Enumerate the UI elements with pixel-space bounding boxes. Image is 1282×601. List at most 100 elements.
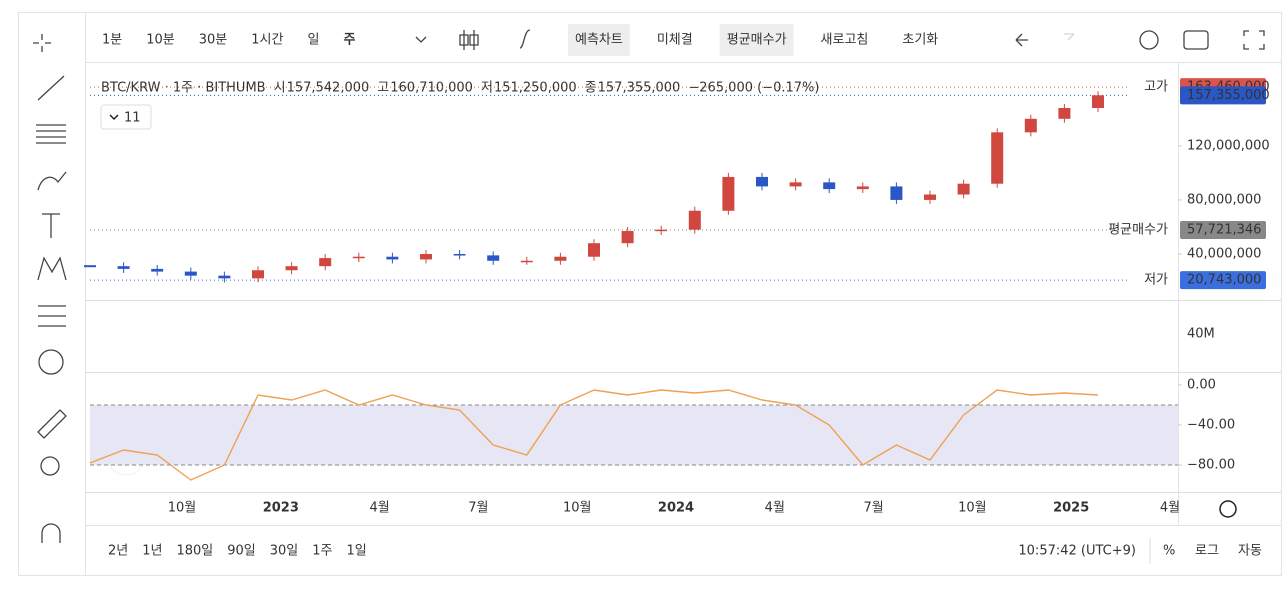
undo[interactable] <box>1015 33 1028 47</box>
price-tag-label: 57,721,346 <box>1187 223 1261 238</box>
left-tools[interactable] <box>33 34 67 543</box>
time-label: 4월 <box>1160 501 1180 516</box>
candle <box>621 231 634 244</box>
indicators[interactable] <box>519 29 531 49</box>
candle <box>252 270 264 279</box>
frame <box>18 12 1282 576</box>
forecast-tool[interactable] <box>38 305 66 327</box>
marker-label: 고가 <box>1144 80 1168 95</box>
interval-button[interactable]: 일 <box>307 33 319 48</box>
volume-tick-label: 40M <box>1187 327 1215 342</box>
candle <box>117 266 130 269</box>
candle <box>756 176 768 187</box>
axis-settings[interactable] <box>1219 500 1237 518</box>
toolbar-button[interactable]: 새로고침 <box>821 33 869 48</box>
percent-toggle[interactable]: % <box>1163 544 1175 559</box>
button-bg <box>719 24 794 56</box>
magnet-tool[interactable] <box>41 523 61 543</box>
y-tick-label: −80.00 <box>1187 458 1235 473</box>
interval-button[interactable]: 주 <box>343 33 355 48</box>
redo[interactable] <box>1064 33 1075 41</box>
legend-text: 157,355,000 <box>598 81 681 96</box>
crosshair-tool[interactable] <box>33 34 51 52</box>
interval-button[interactable]: 30분 <box>199 33 228 48</box>
candle <box>184 271 197 276</box>
time-label: 2025 <box>1053 501 1089 516</box>
top-icons[interactable] <box>415 29 1265 50</box>
oscillator-band <box>90 405 1178 465</box>
y-tick-label: 80,000,000 <box>1187 192 1261 207</box>
pattern-tool[interactable] <box>37 256 67 281</box>
emoji-tool[interactable] <box>38 349 64 375</box>
candle <box>688 210 701 230</box>
time-label: 4월 <box>369 501 389 516</box>
range-button[interactable]: 1년 <box>142 544 162 559</box>
candle <box>722 176 735 211</box>
price-tag-label: 20,743,000 <box>1187 273 1261 288</box>
legend-text: BTC/KRW · 1주 · BITHUMB <box>101 81 266 96</box>
time-label: 10월 <box>168 501 197 516</box>
candle <box>856 186 869 190</box>
price-tag <box>1180 271 1266 290</box>
log-toggle[interactable]: 로그 <box>1195 544 1219 559</box>
range-button[interactable]: 90일 <box>227 544 256 559</box>
toolbar-button[interactable]: 초기화 <box>902 33 938 48</box>
toolbar-button[interactable]: 예측차트 <box>575 33 623 48</box>
interval-button[interactable]: 1분 <box>102 33 122 48</box>
fib-tool[interactable] <box>36 124 66 144</box>
interval-button[interactable]: 10분 <box>146 33 175 48</box>
legend-text: 종 <box>585 81 597 96</box>
candle <box>487 255 500 261</box>
candle <box>453 254 466 256</box>
brush-tool[interactable] <box>37 171 67 191</box>
button-bg <box>568 24 630 56</box>
settings[interactable] <box>1139 30 1159 50</box>
marker-label: 평균매수가 <box>1108 223 1168 238</box>
toolbar-button[interactable]: 평균매수가 <box>727 33 787 48</box>
indicator-toggle[interactable] <box>100 104 152 130</box>
candle <box>1092 95 1104 108</box>
indicator-count: 11 <box>124 111 141 126</box>
candle <box>554 256 567 261</box>
interval-button[interactable]: 1시간 <box>251 33 283 48</box>
range-button[interactable]: 30일 <box>270 544 299 559</box>
toolbar-button[interactable]: 미체결 <box>657 33 693 48</box>
time-label: 4월 <box>765 501 785 516</box>
time-label: 10월 <box>563 501 592 516</box>
candle <box>1058 107 1071 119</box>
range-button[interactable]: 1일 <box>347 544 367 559</box>
marker-label: 저가 <box>1144 273 1168 288</box>
range-button[interactable]: 180일 <box>176 544 213 559</box>
screenshot[interactable] <box>1183 30 1209 50</box>
legend-text: 157,542,000 <box>287 81 370 96</box>
interval-dropdown[interactable] <box>415 36 427 43</box>
candle <box>890 186 903 200</box>
fullscreen[interactable] <box>1243 30 1265 50</box>
clock: 10:57:42 (UTC+9) <box>1018 544 1136 559</box>
time-label: 7월 <box>468 501 488 516</box>
price-tag-label: 157,355,000 <box>1187 88 1270 103</box>
range-button[interactable]: 2년 <box>108 544 128 559</box>
candle <box>1024 118 1037 133</box>
text-tool[interactable] <box>42 213 60 238</box>
chevron <box>109 114 119 121</box>
line-tool[interactable] <box>37 75 65 101</box>
price-tag <box>1180 221 1266 240</box>
candle <box>789 182 802 187</box>
ruler-tool[interactable] <box>37 409 67 439</box>
y-tick-label: 120,000,000 <box>1187 138 1270 153</box>
legend-text: 160,710,000 <box>390 81 473 96</box>
legend-text: −265,000 (−0.17%) <box>688 81 819 96</box>
candle <box>352 256 365 259</box>
candle <box>420 254 432 260</box>
range-button[interactable]: 1주 <box>312 544 332 559</box>
y-tick-label: 0.00 <box>1187 378 1216 393</box>
chart-type[interactable] <box>459 30 479 50</box>
candle <box>285 266 298 271</box>
auto-toggle[interactable]: 자동 <box>1238 544 1262 559</box>
candle <box>319 258 332 267</box>
candle <box>957 183 970 195</box>
zoom-tool[interactable] <box>40 456 60 476</box>
